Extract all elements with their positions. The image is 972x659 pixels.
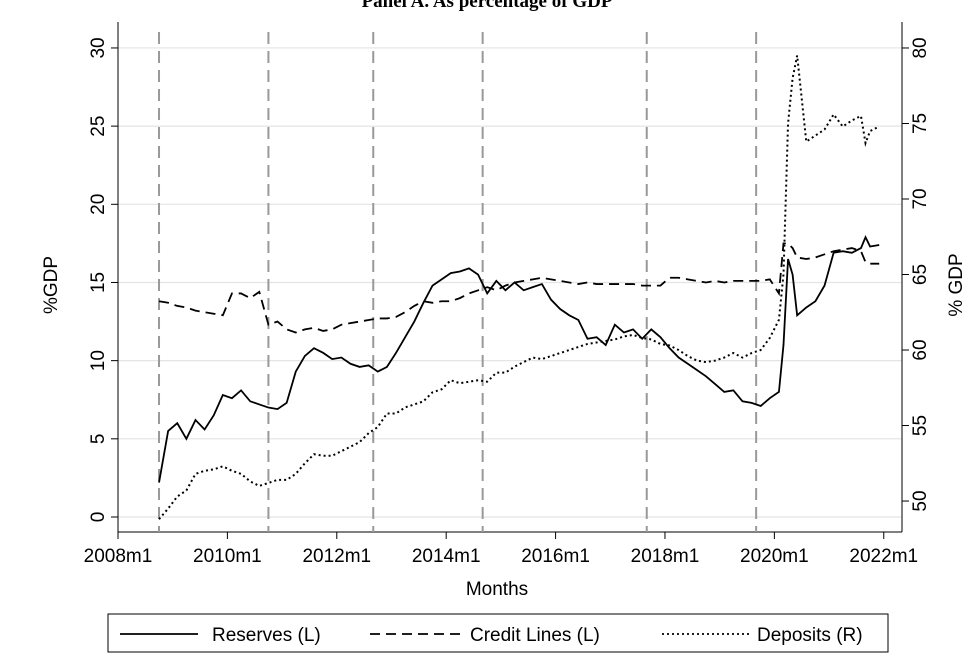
legend-label: Deposits (R) (757, 625, 863, 646)
legend-box (107, 613, 889, 653)
x-tick-label: 2018m1 (631, 546, 700, 567)
y2-tick-label: 50 (910, 490, 931, 511)
y2-tick-label: 70 (910, 188, 931, 209)
x-tick-label: 2012m1 (302, 546, 371, 567)
y2-tick-label: 75 (910, 113, 931, 134)
y-tick-label: 0 (88, 512, 109, 523)
series-line (158, 234, 880, 483)
x-axis-title: Months (466, 579, 528, 600)
y-axis-title: %GDP (41, 256, 62, 314)
y-tick-label: 10 (88, 350, 109, 371)
x-tick-label: 2016m1 (521, 546, 590, 567)
y2-axis-title: % GDP (946, 253, 967, 316)
x-tick-label: 2020m1 (740, 546, 809, 567)
y-tick-label: 30 (88, 37, 109, 58)
y-tick-label: 20 (88, 194, 109, 215)
legend-label: Credit Lines (L) (470, 625, 600, 646)
y2-tick-label: 80 (910, 37, 931, 58)
x-tick-label: 2010m1 (193, 546, 262, 567)
x-tick-label: 2022m1 (849, 546, 918, 567)
y2-tick-label: 65 (910, 264, 931, 285)
legend-label: Reserves (L) (212, 625, 321, 646)
y-tick-label: 5 (88, 434, 109, 445)
chart-title: Panel A. As percentage of GDP (362, 0, 613, 12)
x-tick-label: 2008m1 (84, 546, 153, 567)
y-tick-label: 15 (88, 272, 109, 293)
x-tick-label: 2014m1 (412, 546, 481, 567)
y-tick-label: 25 (88, 116, 109, 137)
y2-tick-label: 60 (910, 339, 931, 360)
y2-tick-label: 55 (910, 415, 931, 436)
series-line (158, 55, 880, 520)
series-line (158, 242, 880, 334)
